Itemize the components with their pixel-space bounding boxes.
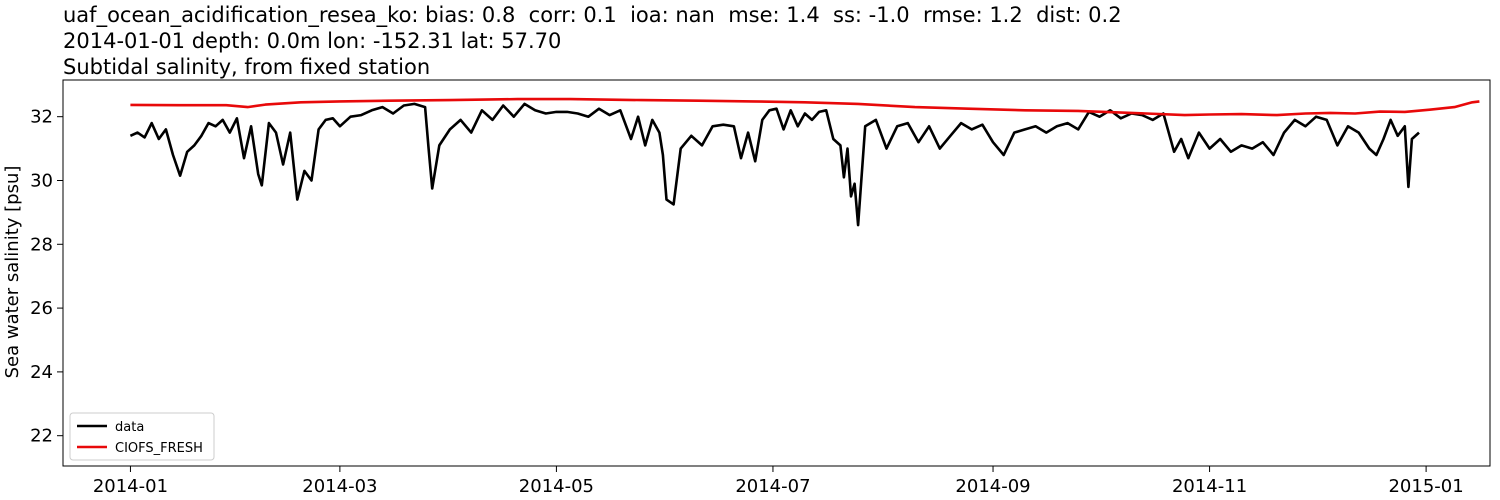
x-tick-label-0: 2014-01 xyxy=(93,476,168,497)
x-tick-label-1: 2014-03 xyxy=(302,476,377,497)
legend-label-0: data xyxy=(115,420,144,435)
x-tick-label-6: 2015-01 xyxy=(1388,476,1463,497)
y-tick-label-4: 30 xyxy=(30,170,53,191)
plot-frame xyxy=(62,79,1491,467)
y-tick-label-3: 28 xyxy=(30,234,53,255)
chart-title-line-1: uaf_ocean_acidification_resea_ko: bias: … xyxy=(63,3,1122,27)
y-tick-label-0: 22 xyxy=(30,426,53,447)
x-tick-label-4: 2014-09 xyxy=(955,476,1030,497)
y-tick-label-2: 26 xyxy=(30,298,53,319)
y-axis-label: Sea water salinity [psu] xyxy=(2,166,23,379)
y-tick-label-5: 32 xyxy=(30,107,53,128)
chart-title-line-2: 2014-01-01 depth: 0.0m lon: -152.31 lat:… xyxy=(63,29,562,53)
chart-title-line-3: Subtidal salinity, from fixed station xyxy=(63,55,431,79)
plot-area: 2014-01 2014-03 2014-05 2014-07 2014-09 2014-… xyxy=(30,79,1491,497)
x-tick-label-2: 2014-05 xyxy=(519,476,594,497)
x-tick-label-3: 2014-07 xyxy=(735,476,810,497)
series-line-0 xyxy=(129,102,1420,227)
x-tick-label-5: 2014-11 xyxy=(1172,476,1247,497)
legend-label-1: CIOFS_FRESH xyxy=(115,441,203,456)
series-line-1 xyxy=(130,97,1480,117)
chart-title-block: uaf_ocean_acidification_resea_ko: bias: … xyxy=(63,2,1122,80)
y-tick-label-1: 24 xyxy=(30,362,53,383)
